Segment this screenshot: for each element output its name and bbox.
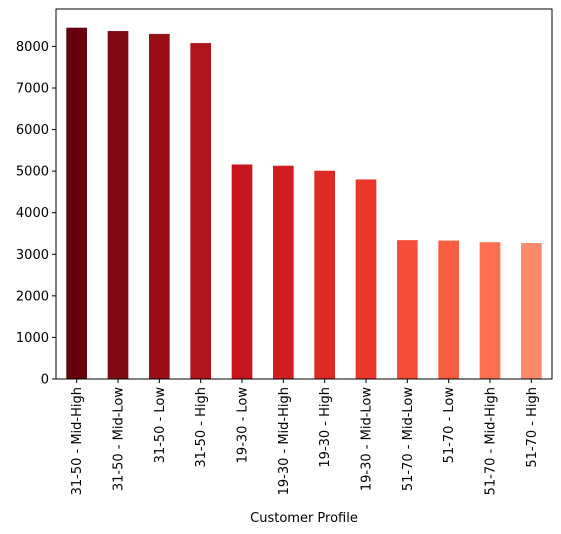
bar-4 bbox=[231, 164, 253, 379]
x-axis-label: Customer Profile bbox=[250, 511, 358, 526]
bar-5 bbox=[273, 165, 294, 379]
y-tick-label-0: 0 bbox=[41, 373, 49, 388]
y-tick-label-5: 5000 bbox=[16, 165, 49, 180]
x-tick-label-0: 31-50 - Mid-High bbox=[70, 387, 85, 495]
plot-area bbox=[56, 9, 552, 379]
bar-8 bbox=[397, 240, 418, 379]
x-tick-label-1: 31-50 - Mid-Low bbox=[112, 387, 127, 491]
y-tick-label-8: 8000 bbox=[16, 40, 49, 55]
x-tick-label-8: 51-70 - Mid-Low bbox=[401, 387, 416, 491]
x-tick-label-10: 51-70 - Mid-High bbox=[484, 387, 499, 495]
x-tick-label-6: 19-30 - High bbox=[318, 387, 333, 468]
bar-10 bbox=[479, 242, 501, 379]
y-tick-label-3: 3000 bbox=[16, 248, 49, 263]
bar-2 bbox=[149, 33, 170, 379]
y-axis-ticks: 0 1000 2000 3000 4000 5000 6000 7000 8000 bbox=[16, 40, 56, 388]
bar-7 bbox=[355, 179, 377, 379]
y-tick-label-6: 6000 bbox=[16, 123, 49, 138]
x-tick-label-5: 19-30 - Mid-High bbox=[277, 387, 292, 495]
x-tick-label-4: 19-30 - Low bbox=[236, 387, 251, 464]
bar-0 bbox=[66, 27, 87, 380]
bar-11 bbox=[521, 243, 542, 379]
x-tick-label-7: 19-30 - Mid-Low bbox=[360, 387, 375, 491]
x-tick-label-9: 51-70 - Low bbox=[442, 387, 457, 464]
y-tick-label-2: 2000 bbox=[16, 289, 49, 304]
plot-frame bbox=[55, 8, 553, 380]
x-tick-label-3: 31-50 - High bbox=[194, 387, 209, 468]
bar-3 bbox=[190, 43, 211, 380]
bar-1 bbox=[107, 31, 129, 380]
y-tick-label-1: 1000 bbox=[16, 331, 49, 346]
y-tick-label-7: 7000 bbox=[16, 81, 49, 96]
x-tick-label-2: 31-50 - Low bbox=[153, 387, 168, 464]
bars-group bbox=[66, 27, 542, 380]
bar-9 bbox=[438, 240, 459, 379]
bar-6 bbox=[314, 170, 335, 379]
x-tick-label-11: 51-70 - High bbox=[525, 387, 540, 468]
y-tick-label-4: 4000 bbox=[16, 206, 49, 221]
x-axis-ticks: 31-50 - Mid-High 31-50 - Mid-Low 31-50 - L… bbox=[70, 379, 540, 495]
